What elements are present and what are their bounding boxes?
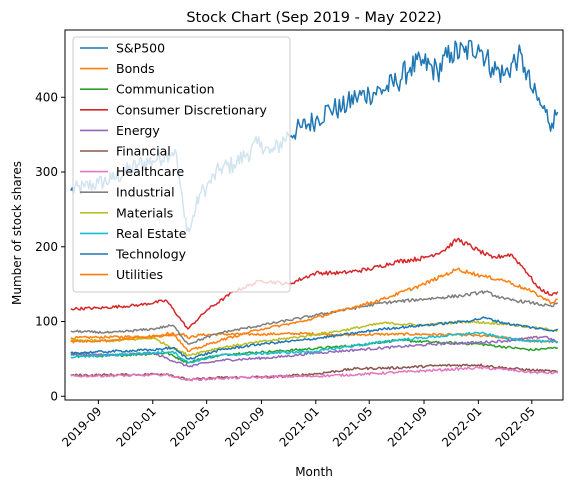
legend-label: S&P500 — [116, 41, 165, 56]
legend-label: Utilities — [116, 267, 163, 282]
y-axis: 0 100 200 300 400 — [35, 90, 65, 403]
series-line-financial — [70, 363, 558, 382]
plot-frame — [64, 29, 564, 401]
legend-label: Materials — [116, 205, 173, 220]
series-line-materials — [70, 320, 559, 357]
legend-label: Industrial — [116, 185, 175, 200]
x-axis-label: Month — [295, 465, 333, 479]
legend-label: Financial — [116, 144, 171, 159]
legend: S&P500 Bonds Communication Consumer Discret… — [72, 36, 291, 293]
legend-label: Communication — [116, 82, 215, 97]
series-line-real-estate — [70, 331, 559, 364]
legend-label: Technology — [115, 247, 187, 262]
legend-label: Energy — [116, 123, 160, 138]
legend-label: Bonds — [116, 61, 155, 76]
series-layer — [70, 39, 559, 382]
legend-label: Consumer Discretionary — [116, 102, 267, 117]
legend-label: Real Estate — [116, 226, 187, 241]
series-line-technology — [70, 316, 559, 360]
legend-label: Healthcare — [116, 164, 184, 179]
y-tick-label: 100 — [35, 315, 58, 329]
series-line-consumer-discretionary — [70, 237, 559, 330]
y-tick-label: 200 — [35, 240, 58, 254]
y-tick-label: 300 — [35, 165, 58, 179]
series-line-industrial — [70, 290, 559, 345]
legend-box — [72, 36, 291, 293]
chart-title: Stock Chart (Sep 2019 - May 2022) — [186, 10, 441, 26]
series-line-healthcare — [70, 366, 559, 382]
y-axis-label: Mumber of stock shares — [10, 161, 24, 305]
legend-items: S&P500 Bonds Communication Consumer Discret… — [80, 41, 267, 282]
y-tick-label: 0 — [50, 389, 58, 403]
series-line-utilities — [70, 267, 558, 353]
y-tick-label: 400 — [35, 90, 58, 104]
